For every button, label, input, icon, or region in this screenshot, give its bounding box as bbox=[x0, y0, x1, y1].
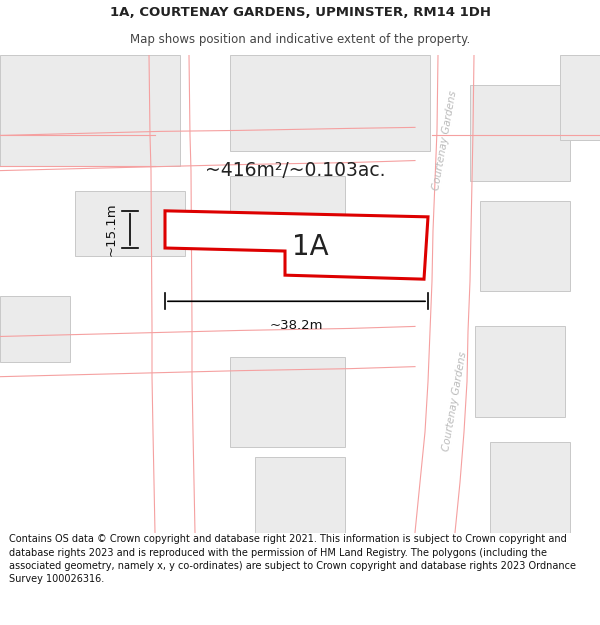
Polygon shape bbox=[75, 191, 185, 256]
Polygon shape bbox=[230, 357, 345, 447]
Polygon shape bbox=[255, 457, 345, 532]
Text: ~416m²/~0.103ac.: ~416m²/~0.103ac. bbox=[205, 161, 385, 180]
Text: Courtenay Gardens: Courtenay Gardens bbox=[442, 351, 469, 452]
Text: 1A, COURTENAY GARDENS, UPMINSTER, RM14 1DH: 1A, COURTENAY GARDENS, UPMINSTER, RM14 1… bbox=[110, 6, 491, 19]
Polygon shape bbox=[470, 85, 570, 181]
Polygon shape bbox=[490, 442, 570, 532]
Text: Courtenay Gardens: Courtenay Gardens bbox=[431, 90, 458, 191]
Polygon shape bbox=[475, 326, 565, 417]
Text: ~38.2m: ~38.2m bbox=[270, 319, 323, 332]
Text: Contains OS data © Crown copyright and database right 2021. This information is : Contains OS data © Crown copyright and d… bbox=[9, 534, 576, 584]
Polygon shape bbox=[0, 296, 70, 362]
Text: Map shows position and indicative extent of the property.: Map shows position and indicative extent… bbox=[130, 33, 470, 46]
Polygon shape bbox=[230, 55, 430, 151]
Polygon shape bbox=[230, 176, 345, 236]
Polygon shape bbox=[560, 55, 600, 141]
Text: 1A: 1A bbox=[292, 233, 328, 261]
Polygon shape bbox=[0, 55, 180, 166]
Polygon shape bbox=[165, 211, 428, 279]
Text: ~15.1m: ~15.1m bbox=[105, 202, 118, 256]
Polygon shape bbox=[480, 201, 570, 291]
